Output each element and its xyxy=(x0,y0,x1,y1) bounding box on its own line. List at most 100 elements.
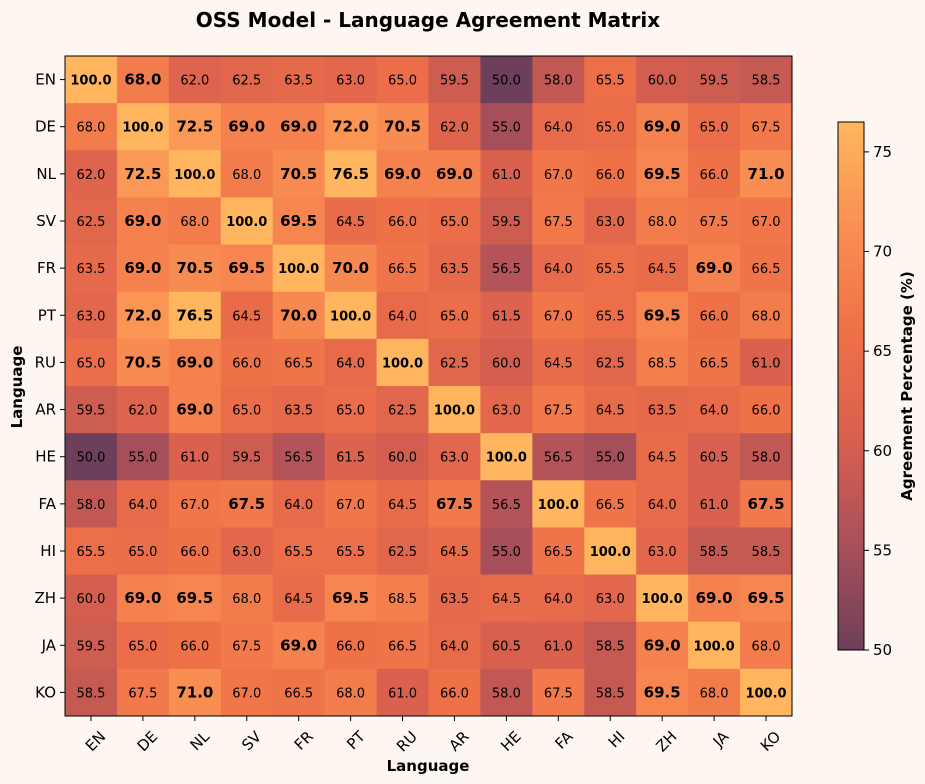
cell-value-label: 58.5 xyxy=(596,686,625,701)
heatmap-cell xyxy=(740,197,793,246)
heatmap-cell xyxy=(636,574,689,623)
cell-value-label: 68.5 xyxy=(648,356,677,371)
x-tick-label: KO xyxy=(757,728,784,755)
colorbar-tick-label: 65 xyxy=(873,342,892,360)
heatmap-cell xyxy=(272,244,326,293)
heatmap-cell xyxy=(740,386,793,434)
heatmap-cell xyxy=(376,668,429,717)
cell-value-label: 63.5 xyxy=(284,404,313,419)
cell-value-label: 63.5 xyxy=(440,592,469,607)
cell-value-label: 71.0 xyxy=(748,165,785,183)
cell-value-label: 69.5 xyxy=(748,589,785,607)
cell-value-label: 60.5 xyxy=(492,639,521,654)
cell-value-label: 66.0 xyxy=(388,215,417,230)
cell-value-label: 68.0 xyxy=(752,639,781,654)
heatmap-cell xyxy=(376,150,429,198)
heatmap-cell xyxy=(220,480,274,528)
cell-value-label: 63.0 xyxy=(232,545,261,560)
cell-value-label: 67.0 xyxy=(544,168,573,183)
x-tick-label: HE xyxy=(497,728,524,755)
heatmap-cell xyxy=(480,433,533,481)
heatmap-cell xyxy=(220,386,274,434)
cell-value-label: 63.5 xyxy=(648,404,677,419)
cell-value-label: 66.0 xyxy=(752,404,781,419)
heatmap-cell xyxy=(740,244,793,293)
heatmap-cell xyxy=(532,480,585,528)
heatmap-cell xyxy=(636,291,689,340)
heatmap-cell xyxy=(324,433,378,481)
colorbar-tick-label: 75 xyxy=(873,143,892,161)
heatmap-cell xyxy=(220,433,274,481)
y-tick-label: NL xyxy=(36,165,56,183)
heatmap-cell xyxy=(376,621,429,670)
cell-value-label: 63.5 xyxy=(76,262,105,277)
cell-value-label: 100.0 xyxy=(278,262,319,277)
cell-value-label: 63.0 xyxy=(596,215,625,230)
heatmap-cell xyxy=(272,197,326,246)
cell-value-label: 67.0 xyxy=(336,498,365,513)
x-tick-label: PT xyxy=(343,727,369,753)
cell-value-label: 100.0 xyxy=(538,498,579,513)
heatmap-cell xyxy=(584,621,637,670)
colorbar-ticks: 50 55 60 65 70 75 xyxy=(864,143,892,659)
cell-value-label: 69.5 xyxy=(644,165,681,183)
cell-value-label: 100.0 xyxy=(434,404,475,419)
heatmap-cell xyxy=(220,621,274,670)
cell-value-label: 58.0 xyxy=(76,498,105,513)
cell-value-label: 67.0 xyxy=(752,215,781,230)
heatmap-cell xyxy=(636,244,689,293)
heatmap-cell xyxy=(428,480,481,528)
heatmap-cell xyxy=(688,386,741,434)
chart-title: OSS Model - Language Agreement Matrix xyxy=(196,8,660,32)
cell-value-label: 64.5 xyxy=(388,498,417,513)
heatmap-cell xyxy=(480,480,533,528)
cell-value-label: 66.0 xyxy=(440,686,469,701)
cell-value-label: 67.5 xyxy=(748,495,785,513)
cell-value-label: 58.5 xyxy=(76,686,105,701)
cell-value-label: 67.5 xyxy=(752,121,781,136)
heatmap-cell xyxy=(584,480,637,528)
cell-value-label: 58.5 xyxy=(752,545,781,560)
cell-value-label: 64.5 xyxy=(648,451,677,466)
heatmap-cell xyxy=(116,103,170,151)
colorbar-tick-label: 55 xyxy=(873,541,892,559)
cell-value-label: 62.0 xyxy=(76,168,105,183)
cell-value-label: 64.5 xyxy=(492,592,521,607)
cell-value-label: 58.0 xyxy=(492,686,521,701)
heatmap-cell xyxy=(584,244,637,293)
x-tick-label: DE xyxy=(134,728,162,756)
heatmap-cell xyxy=(65,338,118,387)
heatmap-cell xyxy=(272,480,326,528)
heatmap-cell xyxy=(480,668,533,717)
heatmap-cell xyxy=(65,386,118,434)
cell-value-label: 65.0 xyxy=(232,404,261,419)
heatmap-cell xyxy=(376,480,429,528)
heatmap-cell xyxy=(480,197,533,246)
heatmap-cell xyxy=(740,150,793,198)
cell-value-label: 50.0 xyxy=(492,74,521,89)
heatmap-cell xyxy=(272,527,326,576)
heatmap-cell xyxy=(65,291,118,340)
heatmap-cell xyxy=(272,291,326,340)
cell-value-label: 61.5 xyxy=(336,451,365,466)
heatmap-cell xyxy=(532,527,585,576)
heatmap-cell xyxy=(168,433,222,481)
heatmap-cell xyxy=(168,291,222,340)
cell-value-label: 67.5 xyxy=(544,686,573,701)
heatmap-cell xyxy=(532,244,585,293)
cell-value-label: 63.0 xyxy=(440,451,469,466)
heatmap-cell xyxy=(532,197,585,246)
x-tick-label: SV xyxy=(238,727,265,754)
heatmap-cell xyxy=(220,150,274,198)
y-tick-label: ZH xyxy=(34,589,56,607)
cell-value-label: 63.0 xyxy=(648,545,677,560)
y-tick-label: HE xyxy=(35,448,56,466)
heatmap-cell xyxy=(116,621,170,670)
heatmap-cell xyxy=(636,527,689,576)
heatmap-cell xyxy=(220,527,274,576)
heatmap-cell xyxy=(584,291,637,340)
heatmap-cell xyxy=(740,480,793,528)
cell-value-label: 56.5 xyxy=(544,451,573,466)
heatmap-cell xyxy=(428,291,481,340)
heatmap-cell xyxy=(740,103,793,151)
